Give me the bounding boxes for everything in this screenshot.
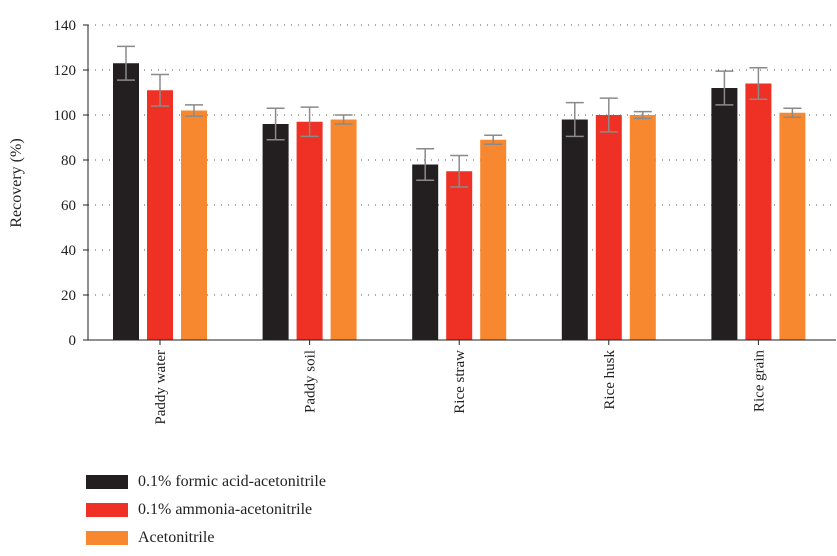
legend-swatch-formic	[86, 475, 128, 489]
x-tick-label: Rice grain	[751, 350, 767, 413]
bar	[562, 120, 588, 341]
legend-item-acetonitrile: Acetonitrile	[86, 524, 326, 552]
bars-group	[113, 63, 805, 340]
bar	[745, 84, 771, 341]
bar	[113, 63, 139, 340]
y-tick-label: 140	[54, 18, 77, 34]
bar	[480, 140, 506, 340]
bar	[596, 115, 622, 340]
legend: 0.1% formic acid-acetonitrile 0.1% ammon…	[86, 468, 326, 552]
legend-swatch-acetonitrile	[86, 531, 128, 545]
recovery-bar-chart: 0 20 40 60 80 100 120 140 Paddy water Paddy soil…	[0, 0, 837, 460]
x-tick-label: Paddy water	[153, 350, 169, 425]
y-tick-label: 60	[61, 198, 76, 214]
legend-label-ammonia: 0.1% ammonia-acetonitrile	[138, 501, 312, 519]
bar	[297, 122, 323, 340]
y-tick-label: 100	[54, 108, 77, 124]
bar	[630, 115, 656, 340]
x-tick-label: Rice husk	[602, 350, 618, 410]
y-tick-label: 120	[54, 63, 77, 79]
bar	[446, 171, 472, 340]
y-tick-label: 20	[61, 288, 76, 304]
x-tick-label: Rice straw	[452, 350, 468, 414]
y-tick-label: 0	[69, 333, 77, 349]
bar	[779, 113, 805, 340]
y-tick-labels: 0 20 40 60 80 100 120 140	[54, 18, 77, 349]
bar	[412, 165, 438, 341]
bar	[711, 88, 737, 340]
legend-label-acetonitrile: Acetonitrile	[138, 529, 214, 547]
bar	[263, 124, 289, 340]
legend-label-formic: 0.1% formic acid-acetonitrile	[138, 473, 326, 491]
error-bars-group	[117, 46, 801, 187]
y-axis-label: Recovery (%)	[8, 138, 25, 227]
legend-item-formic: 0.1% formic acid-acetonitrile	[86, 468, 326, 496]
legend-item-ammonia: 0.1% ammonia-acetonitrile	[86, 496, 326, 524]
bar	[331, 120, 357, 341]
x-tick-label: Paddy soil	[303, 350, 319, 413]
y-tick-label: 80	[61, 153, 76, 169]
bar	[147, 90, 173, 340]
x-tick-labels: Paddy water Paddy soil Rice straw Rice husk…	[153, 350, 767, 425]
y-tick-label: 40	[61, 243, 76, 259]
bar	[181, 111, 207, 341]
legend-swatch-ammonia	[86, 503, 128, 517]
